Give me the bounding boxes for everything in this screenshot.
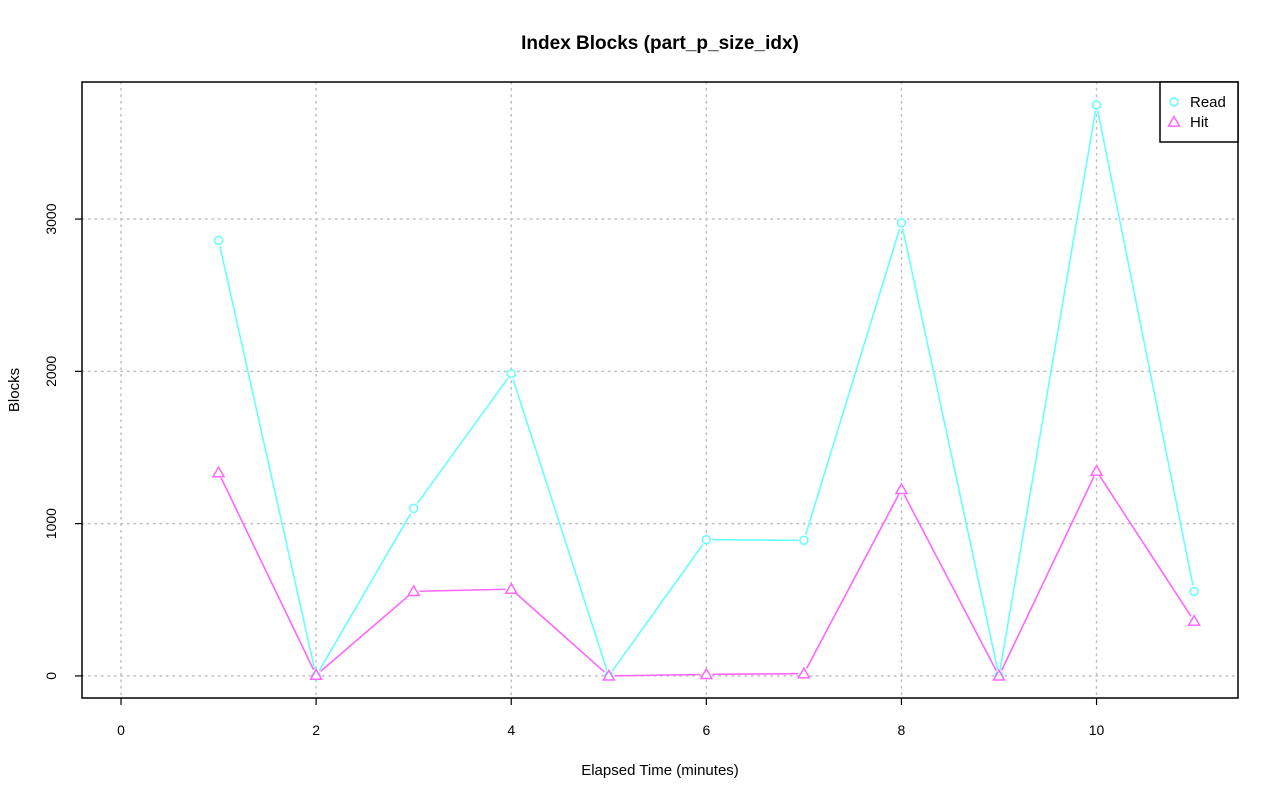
series-line-segment: [712, 538, 798, 542]
data-point: [211, 465, 226, 478]
data-point: [797, 666, 811, 679]
data-point: [1091, 100, 1102, 110]
series-line-segment: [1096, 110, 1194, 586]
data-point: [992, 668, 1006, 681]
x-tick-label: 8: [898, 722, 906, 738]
y-tick-label: 1000: [43, 508, 59, 539]
legend-label: Hit: [1190, 114, 1209, 131]
y-tick-label: 3000: [43, 203, 59, 234]
x-tick-label: 4: [507, 722, 515, 738]
legend-marker: [1169, 97, 1179, 107]
series-read: [213, 100, 1199, 681]
series-line-segment: [614, 673, 701, 677]
series-line-segment: [999, 110, 1097, 671]
series-line-segment: [805, 494, 900, 669]
series-line-segment: [318, 513, 412, 672]
data-point: [408, 503, 419, 514]
x-tick-label: 2: [312, 722, 320, 738]
series-line-segment: [416, 378, 509, 505]
data-point: [1189, 586, 1199, 597]
data-point: [799, 535, 809, 546]
y-axis-label: Blocks: [6, 368, 23, 412]
series-hit: [211, 464, 1201, 681]
series-line-segment: [515, 592, 605, 673]
y-axis: 0 1000 2000 3000: [43, 203, 82, 680]
data-point: [896, 218, 907, 228]
series-line-segment: [1099, 475, 1192, 617]
series-line-segment: [512, 379, 608, 671]
series-line-segment: [712, 672, 798, 676]
data-point: [699, 667, 714, 680]
legend: Read Hit: [1159, 81, 1239, 143]
data-point: [309, 668, 323, 681]
series-line-segment: [903, 494, 997, 671]
data-point: [894, 482, 909, 495]
x-axis: 0 2 4 6 8 10: [117, 698, 1105, 738]
series-line-segment: [611, 544, 704, 672]
data-point: [504, 582, 519, 594]
data-point: [1089, 464, 1104, 476]
data-point: [1187, 614, 1201, 626]
legend-label: Read: [1190, 94, 1226, 111]
x-tick-label: 10: [1089, 722, 1105, 738]
series-line-segment: [220, 477, 315, 671]
series-layer: [211, 100, 1201, 681]
chart-title: Index Blocks (part_p_size_idx): [521, 33, 799, 54]
x-tick-label: 6: [702, 722, 710, 738]
y-tick-label: 0: [43, 672, 59, 680]
y-tick-label: 2000: [43, 356, 59, 387]
series-line-segment: [804, 228, 901, 535]
plot-frame: [81, 81, 1239, 699]
series-line-segment: [901, 228, 999, 671]
series-line-segment: [320, 594, 410, 672]
data-point: [506, 368, 516, 379]
series-line-segment: [219, 246, 316, 671]
x-axis-label: Elapsed Time (minutes): [581, 762, 739, 779]
series-line-segment: [419, 588, 506, 593]
legend-box: [1159, 81, 1239, 143]
data-point: [406, 584, 421, 597]
data-point: [701, 534, 712, 545]
data-point: [213, 235, 224, 246]
data-point: [601, 668, 616, 681]
series-line-segment: [1000, 476, 1095, 671]
legend-marker: [1167, 114, 1181, 127]
x-tick-label: 0: [117, 722, 125, 738]
